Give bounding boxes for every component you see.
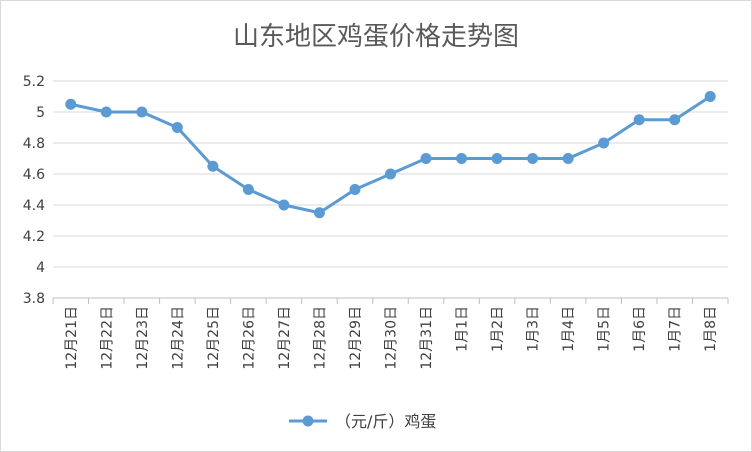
- x-tick-label: 12月22日: [99, 306, 115, 370]
- x-tick-label: 1月3日: [526, 306, 542, 352]
- x-tick-label: 12月29日: [348, 306, 364, 370]
- legend-dot-marker: [302, 415, 314, 427]
- x-tick-label: 12月23日: [135, 306, 151, 370]
- data-point[interactable]: [349, 184, 361, 195]
- x-tick-label: 12月31日: [419, 306, 435, 370]
- data-point[interactable]: [171, 122, 183, 133]
- data-point[interactable]: [313, 207, 325, 219]
- x-tick-label: 12月24日: [170, 306, 186, 370]
- data-point[interactable]: [65, 98, 77, 110]
- y-tick-label: 5.2: [23, 74, 45, 90]
- x-tick-label: 12月26日: [241, 306, 257, 370]
- x-tick-label: 1月7日: [668, 306, 684, 352]
- x-tick-label: 12月30日: [384, 306, 400, 370]
- x-tick-label: 12月25日: [206, 306, 222, 370]
- x-tick-label: 1月8日: [703, 306, 719, 352]
- data-point[interactable]: [136, 106, 148, 118]
- y-tick-label: 5: [36, 105, 45, 121]
- data-point[interactable]: [385, 168, 396, 180]
- y-tick-label: 4.8: [23, 136, 45, 152]
- series-layer: [65, 91, 716, 219]
- data-point[interactable]: [100, 106, 112, 118]
- y-axis: 3.8 4 4.2 4.4 4.6 4.8 5 5.2: [23, 74, 45, 307]
- data-point[interactable]: [704, 91, 716, 102]
- x-tick-label: 12月21日: [64, 306, 80, 370]
- x-tick-label: 1月4日: [561, 306, 577, 352]
- legend[interactable]: （元/斤）鸡蛋: [289, 412, 436, 431]
- series-line: [69, 95, 712, 215]
- data-point[interactable]: [420, 153, 432, 164]
- data-point[interactable]: [598, 137, 610, 149]
- x-tick-label: 1月5日: [597, 306, 613, 352]
- gridlines: [53, 80, 728, 299]
- y-tick-label: 4.2: [23, 229, 45, 245]
- x-tick-label: 12月27日: [277, 306, 293, 370]
- data-point[interactable]: [278, 199, 290, 211]
- data-point[interactable]: [562, 153, 574, 164]
- x-axis: 12月21日 12月22日 12月23日 12月24日 12月25日 12月26日 12月2…: [52, 297, 729, 370]
- data-point[interactable]: [207, 160, 219, 172]
- chart-title: 山东地区鸡蛋价格走势图: [233, 22, 519, 52]
- x-tick-label: 12月28日: [312, 306, 328, 370]
- y-tick-label: 4.4: [23, 198, 45, 214]
- legend-label: （元/斤）鸡蛋: [335, 412, 436, 431]
- data-point[interactable]: [491, 153, 503, 164]
- data-point[interactable]: [456, 153, 468, 164]
- data-point[interactable]: [527, 153, 539, 164]
- y-tick-label: 3.8: [23, 291, 45, 307]
- data-point[interactable]: [633, 114, 645, 126]
- y-tick-label: 4: [36, 260, 45, 276]
- x-tick-label: 1月1日: [455, 306, 471, 352]
- data-point[interactable]: [242, 184, 254, 195]
- y-tick-label: 4.6: [23, 167, 45, 183]
- x-tick-label: 1月6日: [632, 306, 648, 352]
- data-point[interactable]: [669, 114, 681, 126]
- x-tick-label: 1月2日: [490, 306, 506, 352]
